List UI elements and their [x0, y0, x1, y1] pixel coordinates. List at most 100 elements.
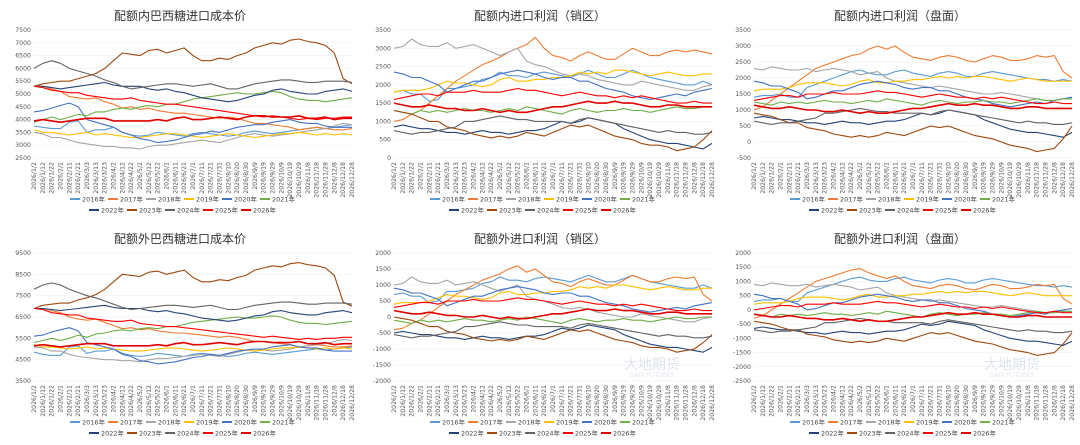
- x-tick-label: 2026/6/11: [172, 162, 179, 194]
- x-tick-label: 2026/4/2: [111, 162, 118, 190]
- x-tick-label: 2026/7/31: [937, 385, 944, 417]
- x-tick-label: 2026/12/8: [331, 162, 338, 194]
- x-tick-label: 2026/9/9: [972, 385, 979, 413]
- x-tick-label: 2026/1/2: [391, 385, 398, 413]
- x-tick-label: 2026/2/11: [786, 385, 793, 417]
- x-tick-label: 2026/9/29: [630, 385, 637, 417]
- x-tick-label: 2026/3/3: [444, 162, 451, 190]
- y-tick-label: 1500: [375, 100, 391, 107]
- x-tick-label: 2026/3/3: [84, 162, 91, 190]
- legend-label: 2018年: [878, 194, 902, 203]
- series-line-2021年: [393, 316, 712, 324]
- legend-label: 2017年: [120, 194, 144, 203]
- x-tick-label: 2026/7/31: [217, 162, 224, 194]
- x-tick-label: 2026/9/19: [981, 385, 988, 417]
- series-line-2026年: [753, 311, 1072, 323]
- series-line-2025年: [753, 300, 1072, 314]
- legend-label: 2026年: [253, 428, 277, 437]
- x-tick-label: 2026/12/18: [340, 385, 347, 421]
- x-tick-label: 2026/3/3: [84, 385, 91, 413]
- x-tick-label: 2026/7/1: [190, 385, 197, 413]
- watermark-text: 大地期货: [984, 356, 1040, 373]
- x-tick-label: 2026/5/22: [875, 385, 882, 417]
- y-tick-label: 0: [747, 139, 751, 146]
- y-tick-label: 7000: [15, 40, 31, 47]
- x-tick-label: 2026/8/20: [234, 385, 241, 417]
- legend-label: 2019年: [556, 194, 580, 203]
- x-tick-label: 2026/12/28: [1069, 385, 1076, 421]
- x-tick-label: 2026/9/9: [972, 162, 979, 190]
- x-tick-label: 2026/5/2: [857, 385, 864, 413]
- y-tick-label: 1000: [375, 282, 391, 289]
- x-tick-label: 2026/8/10: [945, 162, 952, 194]
- x-tick-label: 2026/11/28: [1043, 385, 1050, 421]
- y-tick-label: 6500: [15, 53, 31, 60]
- x-tick-label: 2026/8/20: [234, 162, 241, 194]
- y-tick-label: -1500: [373, 362, 391, 369]
- legend-label: 2017年: [120, 417, 144, 426]
- y-tick-label: 500: [739, 123, 751, 130]
- x-tick-label: 2026/8/30: [603, 385, 610, 417]
- series-line-2025年: [753, 90, 1072, 105]
- series-line-2024年: [33, 60, 353, 90]
- x-tick-label: 2026/10/29: [1016, 385, 1023, 421]
- legend-label: 2016年: [82, 417, 106, 426]
- legend-label: 2017年: [840, 417, 864, 426]
- x-tick-label: 2026/10/9: [278, 385, 285, 417]
- x-tick-label: 2026/7/1: [910, 162, 917, 190]
- series-line-2024年: [33, 282, 353, 311]
- x-tick-label: 2026/11/28: [1043, 162, 1050, 198]
- x-tick-label: 2026/8/30: [963, 162, 970, 194]
- x-tick-label: 2026/8/10: [945, 385, 952, 417]
- x-tick-label: 2026/3/23: [462, 385, 469, 417]
- x-tick-label: 2026/6/21: [541, 385, 548, 417]
- x-tick-label: 2026/11/8: [1025, 385, 1032, 417]
- chart-panel-2: 配额内进口利润（盘面） -500 0 500 1000 1500 2000 2500 3000 3…: [720, 0, 1080, 222]
- x-tick-label: 2026/10/19: [287, 162, 294, 198]
- series-line-2021年: [33, 90, 353, 123]
- y-tick-label: 2000: [375, 82, 391, 89]
- y-tick-label: -500: [377, 330, 391, 337]
- legend-label: 2020年: [594, 417, 618, 426]
- series-line-2023年: [753, 112, 1073, 153]
- series-line-2021年: [393, 106, 712, 115]
- x-tick-label: 2026/12/8: [1051, 162, 1058, 194]
- x-tick-label: 2026/7/21: [568, 162, 575, 194]
- y-tick-label: 4000: [15, 117, 31, 124]
- x-tick-label: 2026/10/9: [998, 162, 1005, 194]
- x-tick-label: 2026/11/18: [674, 385, 681, 421]
- x-tick-label: 2026/12/18: [340, 162, 347, 198]
- legend-label: 2022年: [821, 428, 845, 437]
- x-tick-label: 2026/7/31: [577, 162, 584, 194]
- x-tick-label: 2026/6/21: [541, 162, 548, 194]
- x-tick-label: 2026/11/18: [674, 162, 681, 198]
- x-tick-label: 2026/4/22: [848, 385, 855, 417]
- series-line-2019年: [753, 75, 1072, 92]
- legend-label: 2023年: [499, 428, 523, 437]
- chart-title: 配额外巴西糖进口成本价: [114, 231, 246, 246]
- legend-label: 2023年: [139, 428, 163, 437]
- legend-label: 2023年: [859, 428, 883, 437]
- legend-label: 2026年: [613, 428, 637, 437]
- x-tick-label: 2026/4/22: [128, 162, 135, 194]
- x-tick-label: 2026/3/13: [453, 385, 460, 417]
- chart-title: 配额内进口利润（盘面）: [834, 8, 966, 23]
- x-tick-label: 2026/12/28: [349, 162, 356, 198]
- x-tick-label: 2026/7/31: [937, 162, 944, 194]
- y-tick-label: 1000: [735, 278, 751, 285]
- x-tick-label: 2026/9/9: [612, 385, 619, 413]
- x-tick-label: 2026/4/2: [471, 162, 478, 190]
- x-tick-label: 2026/12/18: [1060, 162, 1067, 198]
- series-line-2016年: [393, 274, 713, 304]
- x-tick-label: 2026/2/1: [778, 385, 785, 413]
- chart-title: 配额内进口利润（销区）: [474, 9, 606, 23]
- x-tick-label: 2026/6/1: [524, 385, 531, 413]
- series-line-2024年: [393, 115, 713, 135]
- x-tick-label: 2026/6/21: [181, 162, 188, 194]
- x-tick-label: 2026/9/9: [252, 162, 259, 190]
- x-tick-label: 2026/8/10: [585, 385, 592, 417]
- x-tick-label: 2026/3/23: [102, 162, 109, 194]
- x-tick-label: 2026/12/28: [709, 385, 716, 421]
- series-line-2023年: [393, 316, 713, 353]
- series-line-2021年: [753, 98, 1072, 106]
